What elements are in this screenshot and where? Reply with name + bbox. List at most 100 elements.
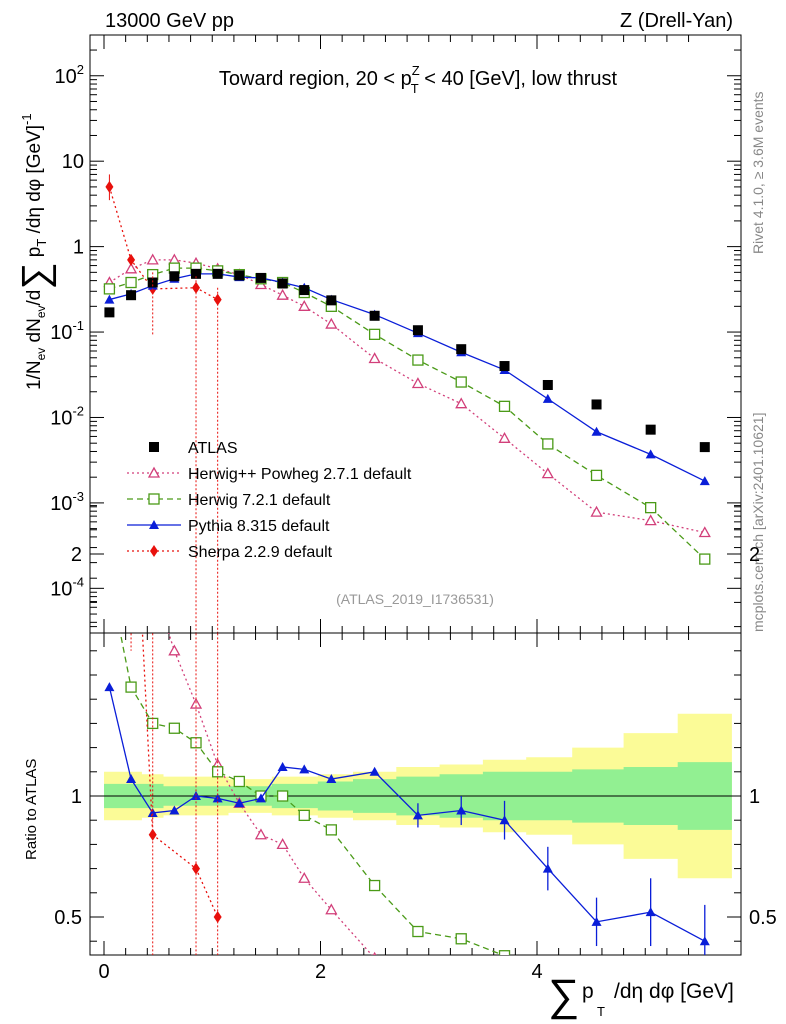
- data-point: [699, 553, 711, 565]
- ratio-point: [412, 925, 424, 938]
- legend-label: Herwig 7.2.1 default: [188, 492, 331, 509]
- ratio-point: [646, 1004, 656, 1014]
- main-y-tick-label: 10: [62, 151, 84, 173]
- data-point: [542, 379, 553, 390]
- data-point: [498, 400, 511, 412]
- data-point: [411, 377, 425, 389]
- main-y-tick-label: 10-1: [50, 318, 84, 344]
- data-point: [455, 397, 468, 409]
- data-point: [498, 431, 511, 443]
- data-point: [213, 293, 222, 306]
- ratio-y-tick-label: 0.5: [54, 907, 82, 929]
- data-point: [326, 295, 337, 306]
- data-point: [412, 354, 424, 366]
- legend-item: Sherpa 2.2.9 default: [127, 544, 333, 561]
- ratio-y-axis-title: Ratio to ATLAS: [23, 759, 40, 860]
- svg-text:∑: ∑: [548, 971, 579, 1020]
- ratio-point: [368, 879, 381, 892]
- data-point: [104, 294, 115, 304]
- svg-text:/dη dφ [GeV]: /dη dφ [GeV]: [614, 980, 734, 1003]
- series-sherpa-2-2-9-default: [105, 180, 222, 306]
- main-y-axis-title: 1/Nev dNev/d∑ pT /dη dφ [GeV]-1: [15, 113, 57, 390]
- ratio-point: [456, 977, 466, 986]
- series-atlas: [104, 268, 710, 453]
- legend-label: ATLAS: [188, 440, 238, 457]
- data-point: [698, 526, 711, 538]
- data-point: [299, 285, 310, 296]
- main-axis-ticks: 10-4 10-3 10-2 10-1 1 10 102: [50, 34, 741, 633]
- data-point: [368, 352, 381, 364]
- ratio-series: [104, 537, 710, 1014]
- ratio-point: [299, 764, 310, 774]
- ratio-point: [500, 999, 510, 1008]
- plot-title: Toward region, 20 < pZ T < 40 [GeV], low …: [219, 63, 618, 96]
- data-point: [456, 344, 467, 355]
- ratio-point: [126, 774, 137, 784]
- reference-label: (ATLAS_2019_I1736531): [336, 591, 494, 607]
- data-point: [124, 262, 138, 274]
- ratio-point: [233, 775, 245, 788]
- reference-label-group: (ATLAS_2019_I1736531): [336, 591, 494, 607]
- data-point: [591, 399, 602, 410]
- ratio-y-tick-label: 1: [71, 786, 82, 808]
- legend-marker: [147, 466, 161, 478]
- ratio-frame: [89, 632, 742, 956]
- data-point: [104, 307, 115, 318]
- x-tick-label: 0: [98, 961, 109, 983]
- ratio-y-tick-label-right: 0.5: [749, 907, 777, 929]
- ratio-point: [369, 766, 380, 776]
- ratio-point: [169, 805, 180, 815]
- data-point: [325, 317, 338, 329]
- ratio-axis-ticks: 0.5 0.5 1 1 2 2 0 2 4: [54, 505, 777, 983]
- data-point: [103, 283, 116, 295]
- ratio-point: [276, 790, 289, 802]
- data-point: [369, 310, 380, 321]
- svg-text:p: p: [582, 980, 594, 1003]
- ratio-point: [189, 697, 203, 709]
- data-point: [499, 361, 510, 372]
- main-y-tick-label: 10-3: [50, 489, 84, 515]
- data-point: [191, 268, 202, 279]
- ratio-point: [372, 951, 377, 955]
- legend-marker: [149, 520, 159, 529]
- data-point: [368, 328, 381, 340]
- data-point: [127, 253, 136, 266]
- ratio-y-tick-label: 2: [71, 544, 82, 566]
- mcplots-label: mcplots.cern.ch [arXiv:2401.10621]: [750, 413, 766, 632]
- ratio-y-tick-label-right: 2: [749, 544, 760, 566]
- data-point: [542, 393, 553, 403]
- legend-item: Herwig 7.2.1 default: [127, 492, 331, 509]
- data-point: [147, 277, 158, 288]
- ratio-point: [276, 838, 289, 850]
- data-point: [255, 272, 266, 283]
- data-point: [277, 278, 288, 289]
- data-point: [541, 467, 554, 479]
- ratio-point: [413, 975, 423, 984]
- ratio-point: [213, 911, 222, 923]
- data-point: [645, 501, 657, 514]
- main-plot-panel: 10-4 10-3 10-2 10-1 1 10 102 (ATLAS_2019_I1736…: [50, 34, 742, 634]
- data-point: [590, 469, 603, 482]
- x-tick-label: 2: [315, 961, 326, 983]
- data-point: [125, 276, 137, 289]
- x-axis-title: ∑ p T /dη dφ [GeV]: [548, 971, 734, 1020]
- svg-text:T: T: [597, 1004, 605, 1019]
- ratio-point: [455, 933, 467, 945]
- ratio-y-tick-label-right: 1: [749, 786, 760, 808]
- ratio-point: [255, 793, 266, 803]
- legend-marker: [148, 493, 160, 505]
- energy-label: 13000 GeV pp: [105, 10, 234, 32]
- ratio-point: [126, 537, 136, 546]
- data-point: [542, 438, 554, 450]
- data-point: [699, 442, 710, 453]
- data-point: [412, 325, 423, 336]
- ratio-point: [104, 682, 115, 692]
- legend-label: Pythia 8.315 default: [188, 518, 330, 535]
- legend-marker: [150, 545, 158, 557]
- ratio-series-clip: [104, 537, 710, 1014]
- data-point: [591, 426, 602, 436]
- plot-title-group: Toward region, 20 < pZ T < 40 [GeV], low …: [219, 63, 618, 96]
- legend-item: ATLAS: [149, 440, 238, 457]
- ratio-point: [325, 824, 337, 836]
